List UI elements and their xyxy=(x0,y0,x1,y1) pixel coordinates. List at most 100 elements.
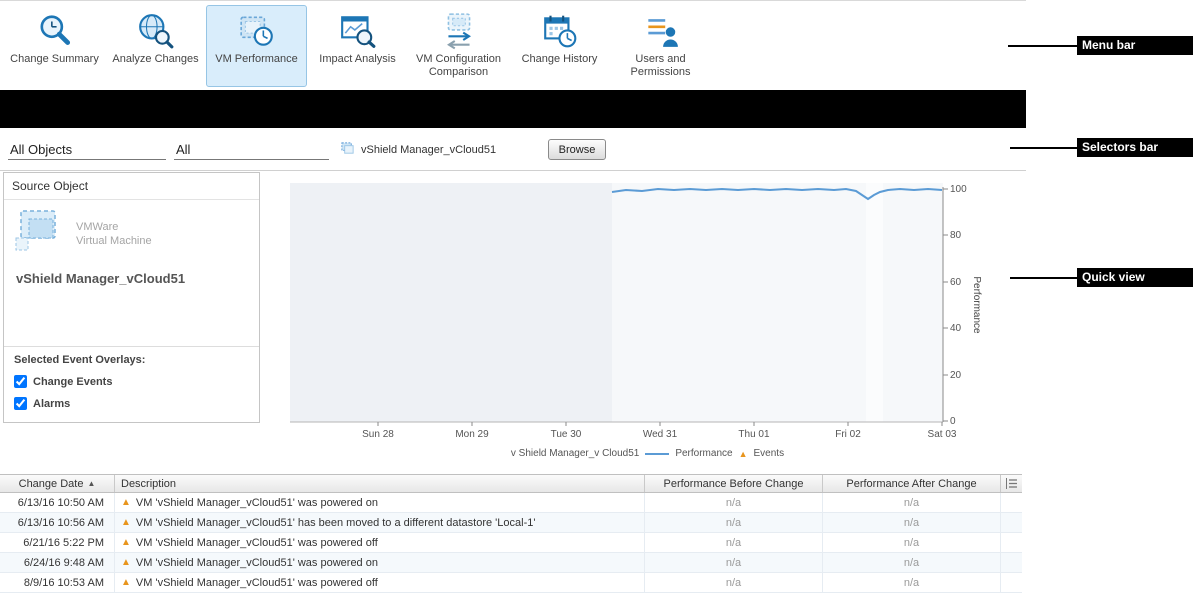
description-cell: VM 'vShield Manager_vCloud51' has been m… xyxy=(135,516,536,529)
table-row[interactable]: 6/24/16 9:48 AM ▲ VM 'vShield Manager_vC… xyxy=(0,553,1022,573)
event-overlays-title: Selected Event Overlays: xyxy=(14,354,146,366)
change-history-icon xyxy=(541,12,579,50)
selected-object-label: vShield Manager_vCloud51 xyxy=(361,144,497,156)
alarms-checkbox[interactable] xyxy=(14,397,27,410)
perf-before-cell: n/a xyxy=(725,556,742,569)
menu-item-change-summary[interactable]: Change Summary xyxy=(4,5,105,87)
event-overlays-section: Selected Event Overlays: Change Events A… xyxy=(4,346,259,417)
table-row[interactable]: 6/13/16 10:56 AM ▲ VM 'vShield Manager_v… xyxy=(0,513,1022,533)
description-cell: VM 'vShield Manager_vCloud51' was powere… xyxy=(135,576,378,589)
performance-line-swatch xyxy=(645,452,670,455)
table-header: Change Date ▲ Description Performance Be… xyxy=(0,474,1022,493)
y-tick-label: 0 xyxy=(950,416,956,427)
change-date-cell: 6/13/16 10:56 AM xyxy=(17,516,104,529)
column-header-change-date[interactable]: Change Date ▲ xyxy=(0,475,115,492)
vm-configuration-comparison-icon xyxy=(440,12,478,50)
perf-before-cell: n/a xyxy=(725,516,742,529)
table-row[interactable]: 6/21/16 5:22 PM ▲ VM 'vShield Manager_vC… xyxy=(0,533,1022,553)
table-row[interactable]: 6/13/16 10:50 AM ▲ VM 'vShield Manager_v… xyxy=(0,493,1022,513)
menu-item-impact-analysis[interactable]: Impact Analysis xyxy=(307,5,408,87)
menu-item-label: Change History xyxy=(521,53,598,65)
change-date-cell: 6/24/16 9:48 AM xyxy=(23,556,104,569)
column-header-label: Performance Before Change xyxy=(663,477,804,490)
column-header-label: Description xyxy=(121,477,177,490)
performance-line xyxy=(611,187,943,201)
perf-after-cell: n/a xyxy=(903,496,920,509)
impact-analysis-icon xyxy=(339,12,377,50)
vm-performance-icon xyxy=(238,12,276,50)
y-tick-label: 40 xyxy=(950,323,962,334)
sort-ascending-icon: ▲ xyxy=(87,479,96,488)
warning-icon: ▲ xyxy=(121,576,131,588)
y-axis-title: Performance xyxy=(971,276,982,334)
menu-bar: Change Summary Analyze Changes xyxy=(0,0,1026,90)
change-events-checkbox[interactable] xyxy=(14,375,27,388)
object-scope-input[interactable] xyxy=(8,140,166,160)
x-tick-label: Fri 02 xyxy=(835,429,861,440)
source-object-panel-title: Source Object xyxy=(4,173,259,200)
object-type-line2: Virtual Machine xyxy=(76,234,152,247)
y-tick-label: 80 xyxy=(950,230,962,241)
table-row[interactable]: 8/9/16 10:53 AM ▲ VM 'vShield Manager_vC… xyxy=(0,573,1022,593)
events-triangle-icon: ▲ xyxy=(738,448,748,459)
x-tick-label: Tue 30 xyxy=(550,429,582,440)
perf-after-cell: n/a xyxy=(903,516,920,529)
menu-item-label: Change Summary xyxy=(10,53,99,65)
source-object-panel: Source Object VMWare Virtual Machine vSh… xyxy=(3,172,260,423)
y-tick-label: 60 xyxy=(950,277,962,288)
menu-item-analyze-changes[interactable]: Analyze Changes xyxy=(105,5,206,87)
change-summary-icon xyxy=(36,12,74,50)
alarms-checkbox-row[interactable]: Alarms xyxy=(14,397,249,410)
chart-legend: v Shield Manager_v Cloud51 Performance ▲… xyxy=(290,448,1005,459)
description-cell: VM 'vShield Manager_vCloud51' was powere… xyxy=(135,556,378,569)
y-tick-label: 20 xyxy=(950,370,962,381)
menu-item-label: VM Performance xyxy=(215,53,298,65)
callout-line-selectors-bar xyxy=(1010,147,1077,149)
object-type-filter-input[interactable] xyxy=(174,140,329,160)
callout-line-menu-bar xyxy=(1008,45,1077,47)
column-header-performance-before[interactable]: Performance Before Change xyxy=(645,475,823,492)
x-tick-label: Thu 01 xyxy=(738,429,770,440)
perf-after-cell: n/a xyxy=(903,576,920,589)
change-date-cell: 8/9/16 10:53 AM xyxy=(23,576,104,589)
legend-events-label: Events xyxy=(753,448,785,459)
change-events-checkbox-row[interactable]: Change Events xyxy=(14,375,249,388)
callout-line-quick-view xyxy=(1010,277,1077,279)
menu-item-vm-configuration-comparison[interactable]: VM Configuration Comparison xyxy=(408,5,509,87)
description-cell: VM 'vShield Manager_vCloud51' was powere… xyxy=(135,536,378,549)
menu-item-vm-performance[interactable]: VM Performance xyxy=(206,5,307,87)
x-tick-label: Sat 03 xyxy=(927,429,957,440)
x-tick-label: Sun 28 xyxy=(362,429,394,440)
warning-icon: ▲ xyxy=(121,556,131,568)
virtual-machine-icon xyxy=(14,208,68,259)
users-and-permissions-icon xyxy=(642,12,680,50)
menu-item-label: Analyze Changes xyxy=(112,53,199,65)
perf-before-cell: n/a xyxy=(725,576,742,589)
menu-item-users-and-permissions[interactable]: Users and Permissions xyxy=(610,5,711,87)
browse-button[interactable]: Browse xyxy=(548,139,606,160)
black-banner xyxy=(0,90,1026,128)
perf-after-cell: n/a xyxy=(903,536,920,549)
legend-series-label: Performance xyxy=(675,448,733,459)
performance-chart-plot: 0 20 40 60 80 100 Performance xyxy=(290,183,982,427)
x-tick-label: Wed 31 xyxy=(642,429,678,440)
column-header-description[interactable]: Description xyxy=(115,475,645,492)
performance-chart: 0 20 40 60 80 100 Performance Sun 28 Mon… xyxy=(290,183,1005,468)
perf-after-cell: n/a xyxy=(903,556,920,569)
description-cell: VM 'vShield Manager_vCloud51' was powere… xyxy=(135,496,378,509)
selected-vm-icon xyxy=(340,141,355,159)
menu-item-label: Impact Analysis xyxy=(319,53,396,65)
menu-item-label: Users and Permissions xyxy=(630,53,691,78)
column-options-icon[interactable] xyxy=(1001,475,1022,492)
annotation-menu-bar: Menu bar xyxy=(1077,36,1193,55)
source-object-name: vShield Manager_vCloud51 xyxy=(16,271,186,286)
menu-item-change-history[interactable]: Change History xyxy=(509,5,610,87)
object-type-label: VMWare Virtual Machine xyxy=(76,220,152,248)
y-tick-label: 100 xyxy=(950,184,967,195)
annotation-selectors-bar: Selectors bar xyxy=(1077,138,1193,157)
warning-icon: ▲ xyxy=(121,536,131,548)
warning-icon: ▲ xyxy=(121,516,131,528)
column-header-performance-after[interactable]: Performance After Change xyxy=(823,475,1001,492)
change-date-cell: 6/13/16 10:50 AM xyxy=(17,496,104,509)
